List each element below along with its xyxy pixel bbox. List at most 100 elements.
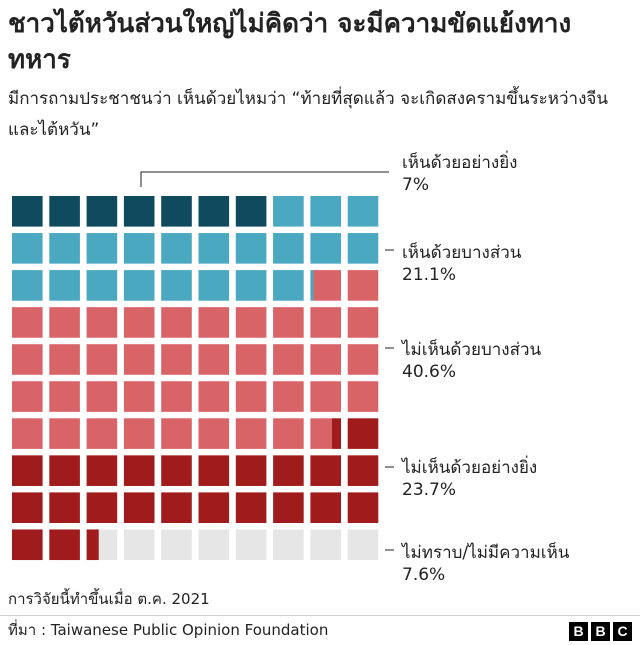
waffle-cell xyxy=(161,529,192,561)
waffle-cell xyxy=(310,381,341,412)
waffle-cell xyxy=(12,455,43,486)
waffle-cell xyxy=(198,529,230,561)
waffle-cell xyxy=(12,529,43,561)
chart-title: ชาวไต้หวันส่วนใหญ่ไม่คิดว่า จะมีความขัดแ… xyxy=(8,9,572,75)
waffle-cell xyxy=(310,529,341,561)
waffle-cell xyxy=(313,270,341,301)
legend-label-dont-know: ไม่ทราบ/ไม่มีความเห็น 7.6% xyxy=(402,542,638,586)
waffle-cell xyxy=(235,196,267,227)
waffle-cell xyxy=(310,418,332,449)
waffle-cell xyxy=(123,233,155,264)
waffle-cell xyxy=(273,307,304,338)
waffle-cell xyxy=(12,492,43,523)
waffle-cell xyxy=(198,307,230,338)
waffle-cell xyxy=(49,307,80,338)
waffle-cell xyxy=(161,344,192,375)
waffle-cell xyxy=(273,492,304,523)
waffle-cell xyxy=(273,196,304,227)
waffle-cell xyxy=(12,196,43,227)
waffle-cell xyxy=(310,344,341,375)
waffle-cell xyxy=(123,307,155,338)
waffle-cell xyxy=(347,233,379,264)
legend-name: ไม่เห็นด้วยอย่างยิ่ง xyxy=(402,458,538,478)
waffle-cell xyxy=(273,270,304,301)
waffle-cell xyxy=(235,529,267,561)
waffle-cell xyxy=(331,418,341,449)
waffle-cell xyxy=(198,270,230,301)
waffle-cell xyxy=(86,196,118,227)
legend-label-somewhat-agree: เห็นด้วยบางส่วน 21.1% xyxy=(402,242,638,286)
legend-label-strongly-disagree: ไม่เห็นด้วยอย่างยิ่ง 23.7% xyxy=(402,457,638,501)
waffle-cell xyxy=(273,381,304,412)
waffle-cell xyxy=(310,270,314,301)
waffle-cell xyxy=(86,381,118,412)
survey-date-note: การวิจัยนี้ทำขึ้นเมื่อ ต.ค. 2021 xyxy=(8,590,210,608)
waffle-cell xyxy=(161,492,192,523)
waffle-cell xyxy=(49,381,80,412)
waffle-cell xyxy=(12,270,43,301)
waffle-cell xyxy=(12,418,43,449)
waffle-cell xyxy=(347,381,379,412)
waffle-cell xyxy=(49,492,80,523)
legend-name: ไม่เห็นด้วยบางส่วน xyxy=(402,340,542,360)
legend-name: เห็นด้วยบางส่วน xyxy=(402,243,522,263)
waffle-cell xyxy=(49,233,80,264)
waffle-cell xyxy=(347,418,379,449)
waffle-cell xyxy=(235,270,267,301)
waffle-cell xyxy=(198,233,230,264)
waffle-cell xyxy=(198,492,230,523)
legend-name: เห็นด้วยอย่างยิ่ง xyxy=(402,153,518,173)
waffle-cell xyxy=(347,270,379,301)
waffle-cell xyxy=(86,344,118,375)
waffle-cell xyxy=(12,381,43,412)
waffle-cell xyxy=(123,529,155,561)
waffle-cell xyxy=(86,418,118,449)
waffle-cell xyxy=(235,492,267,523)
waffle-cell xyxy=(347,529,379,561)
legend-name: ไม่ทราบ/ไม่มีความเห็น xyxy=(402,543,570,563)
waffle-cell xyxy=(49,344,80,375)
waffle-cell xyxy=(347,492,379,523)
bbc-logo: B B C xyxy=(569,622,632,641)
waffle-cell xyxy=(123,344,155,375)
chart-subtitle: มีการถามประชาชนว่า เห็นด้วยไหมว่า “ท้ายท… xyxy=(8,89,608,140)
waffle-cell xyxy=(198,196,230,227)
waffle-cell xyxy=(347,307,379,338)
waffle-cell xyxy=(123,196,155,227)
waffle-cell xyxy=(161,381,192,412)
waffle-cell xyxy=(235,307,267,338)
source-credit: ที่มา : Taiwanese Public Opinion Foundat… xyxy=(8,621,329,639)
waffle-cell xyxy=(310,492,341,523)
waffle-cell xyxy=(273,529,304,561)
waffle-cell xyxy=(49,196,80,227)
waffle-cell xyxy=(161,196,192,227)
legend-value: 7.6% xyxy=(402,565,446,585)
waffle-cell xyxy=(235,344,267,375)
waffle-cell xyxy=(123,455,155,486)
waffle-cell xyxy=(12,344,43,375)
waffle-cell xyxy=(123,492,155,523)
waffle-cell xyxy=(49,270,80,301)
waffle-cell xyxy=(123,381,155,412)
waffle-cell xyxy=(310,307,341,338)
waffle-cell xyxy=(12,307,43,338)
waffle-cell xyxy=(86,233,118,264)
waffle-chart xyxy=(12,171,394,561)
waffle-cell xyxy=(310,455,341,486)
waffle-cell xyxy=(198,418,230,449)
waffle-cell xyxy=(235,233,267,264)
waffle-cell xyxy=(49,455,80,486)
leader-line-strongly-agree xyxy=(140,171,389,187)
legend-value: 23.7% xyxy=(402,480,457,500)
waffle-cell xyxy=(198,455,230,486)
legend-value: 7% xyxy=(402,175,429,195)
waffle-cell xyxy=(49,529,80,561)
legend-label-somewhat-disagree: ไม่เห็นด้วยบางส่วน 40.6% xyxy=(402,339,638,383)
waffle-cell xyxy=(347,455,379,486)
waffle-cell xyxy=(310,196,341,227)
waffle-cell xyxy=(161,270,192,301)
waffle-cell xyxy=(161,233,192,264)
waffle-cell xyxy=(273,418,304,449)
waffle-cell xyxy=(235,418,267,449)
waffle-cell xyxy=(347,196,379,227)
